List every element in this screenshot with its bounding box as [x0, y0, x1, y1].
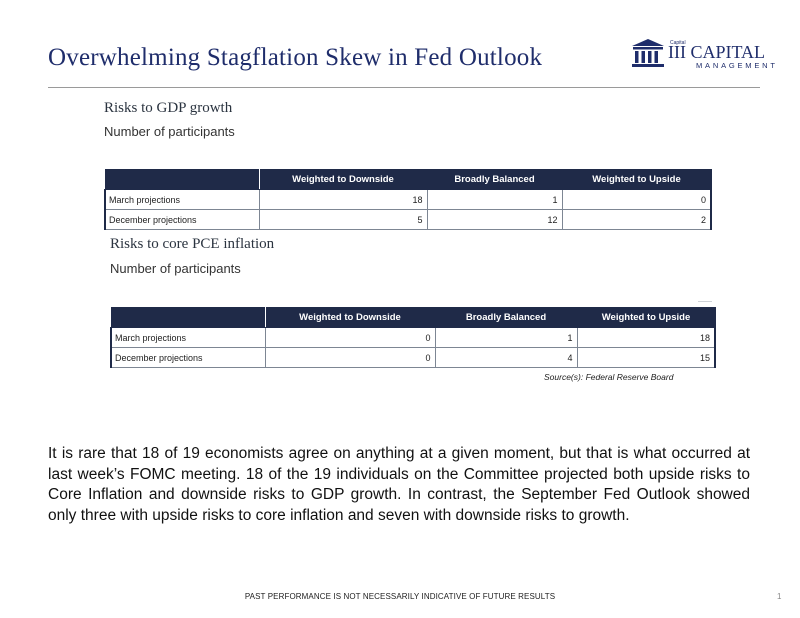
decorative-line	[698, 301, 712, 302]
table-cell: 18	[576, 327, 716, 348]
column-header: Broadly Balanced	[426, 169, 563, 190]
table-cell: 5	[258, 209, 428, 230]
table-row: March projections 0 1 18	[110, 327, 716, 348]
gdp-section-subtitle: Number of participants	[104, 124, 235, 139]
source-note: Source(s): Federal Reserve Board	[544, 372, 674, 382]
table-row: December projections 5 12 2	[104, 209, 712, 230]
table-corner-cell	[110, 307, 266, 328]
table-cell: 4	[434, 347, 578, 368]
table-cell: 18	[258, 189, 428, 210]
logo-small-text: Capital	[670, 40, 686, 46]
table-cell: 15	[576, 347, 716, 368]
gdp-risk-table: Weighted to Downside Broadly Balanced We…	[104, 169, 712, 230]
page-number: 1	[777, 592, 782, 601]
slide-title: Overwhelming Stagflation Skew in Fed Out…	[48, 44, 543, 71]
table-cell: 0	[264, 327, 436, 348]
table-cell: 2	[561, 209, 712, 230]
pce-section-subtitle: Number of participants	[110, 261, 241, 276]
pce-section-title: Risks to core PCE inflation	[110, 236, 275, 252]
column-header: Weighted to Upside	[576, 307, 716, 328]
table-cell: 1	[426, 189, 563, 210]
row-label: December projections	[104, 209, 260, 230]
column-header: Broadly Balanced	[434, 307, 578, 328]
row-label: March projections	[104, 189, 260, 210]
table-corner-cell	[104, 169, 260, 190]
table-header-row: Weighted to Downside Broadly Balanced We…	[104, 169, 712, 190]
table-cell: 1	[434, 327, 578, 348]
column-header: Weighted to Upside	[561, 169, 712, 190]
building-logo-icon	[632, 39, 664, 67]
company-logo: Capital III CAPITAL MANAGEMENT	[630, 38, 775, 72]
logo-name: III CAPITAL	[668, 42, 766, 62]
commentary-paragraph: It is rare that 18 of 19 economists agre…	[48, 445, 750, 524]
table-header-row: Weighted to Downside Broadly Balanced We…	[110, 307, 716, 328]
table-row: December projections 0 4 15	[110, 347, 716, 368]
table-cell: 0	[264, 347, 436, 368]
logo-subtitle: MANAGEMENT	[696, 61, 778, 70]
table-cell: 12	[426, 209, 563, 230]
gdp-section-title: Risks to GDP growth	[104, 100, 233, 116]
column-header: Weighted to Downside	[264, 307, 436, 328]
table-row: March projections 18 1 0	[104, 189, 712, 210]
row-label: March projections	[110, 327, 266, 348]
row-label: December projections	[110, 347, 266, 368]
column-header: Weighted to Downside	[258, 169, 428, 190]
table-cell: 0	[561, 189, 712, 210]
footer-disclaimer: PAST PERFORMANCE IS NOT NECESSARILY INDI…	[244, 592, 556, 601]
title-divider	[48, 87, 760, 88]
pce-risk-table: Weighted to Downside Broadly Balanced We…	[110, 307, 716, 368]
